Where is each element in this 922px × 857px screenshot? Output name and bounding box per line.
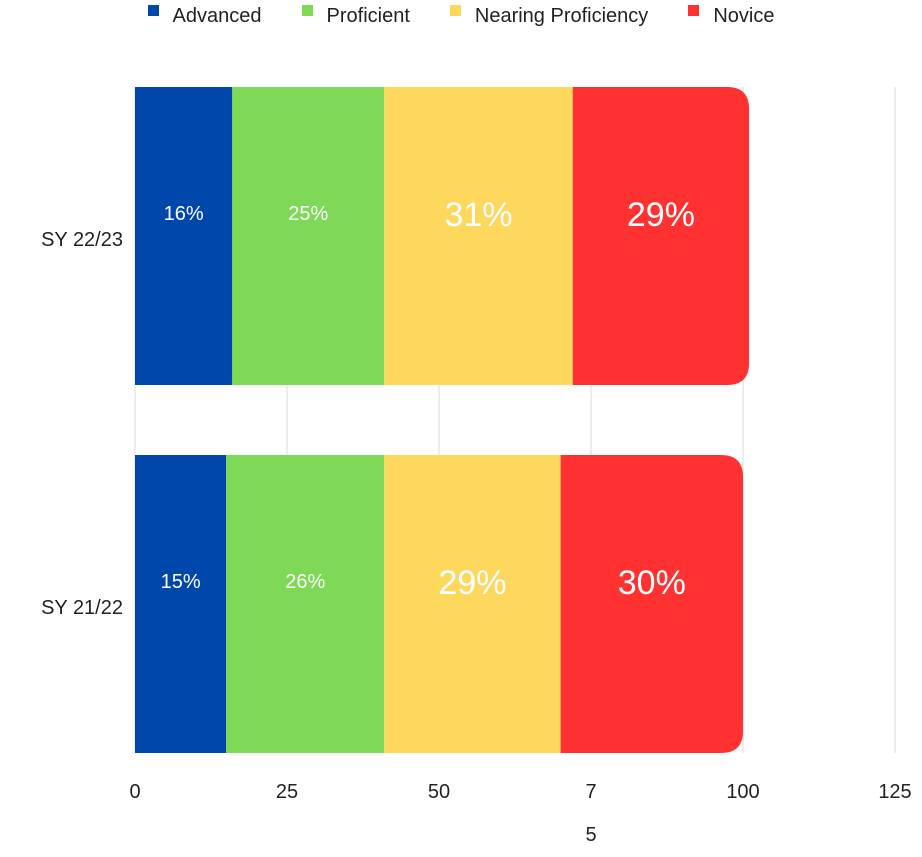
legend-swatch	[449, 5, 461, 16]
bar	[384, 455, 561, 753]
bar	[232, 87, 385, 385]
data-label: 16%	[164, 203, 204, 225]
x-tick-label: 7 5	[585, 781, 597, 846]
bar	[135, 455, 227, 753]
y-tick-label: SY 21/22	[41, 597, 123, 619]
legend-swatch	[688, 5, 700, 16]
x-tick-label: 100	[726, 781, 760, 803]
x-tick-label: 125	[878, 781, 912, 803]
data-label: 15%	[161, 571, 201, 593]
data-label: 30%	[618, 564, 686, 602]
data-label: 26%	[285, 571, 325, 593]
legend: Advanced Proficient Nearing Proficiency Nov…	[121, 4, 801, 28]
data-label: 29%	[627, 196, 695, 234]
legend-swatch	[147, 5, 159, 16]
bar	[226, 455, 385, 753]
x-tick-label: 25	[275, 781, 299, 803]
x-tick-label: 0	[129, 781, 141, 803]
x-tick-label: 50	[427, 781, 451, 803]
legend-item: Novice	[688, 4, 774, 28]
legend-label: Advanced	[172, 5, 262, 27]
bar	[384, 87, 573, 385]
bar	[572, 87, 750, 385]
legend-item: Nearing Proficiency	[449, 4, 649, 28]
legend-item: Advanced	[147, 4, 262, 28]
legend-label: Novice	[713, 5, 775, 27]
legend-swatch	[301, 5, 313, 16]
bar	[560, 455, 743, 753]
data-label: 31%	[444, 196, 512, 234]
legend-label: Proficient	[326, 5, 410, 27]
data-label: 29%	[438, 564, 506, 602]
y-tick-label: SY 22/23	[41, 229, 123, 251]
legend-label: Nearing Proficiency	[474, 5, 649, 27]
data-label: 25%	[288, 203, 328, 225]
bar	[135, 87, 233, 385]
legend-item: Proficient	[301, 4, 410, 28]
